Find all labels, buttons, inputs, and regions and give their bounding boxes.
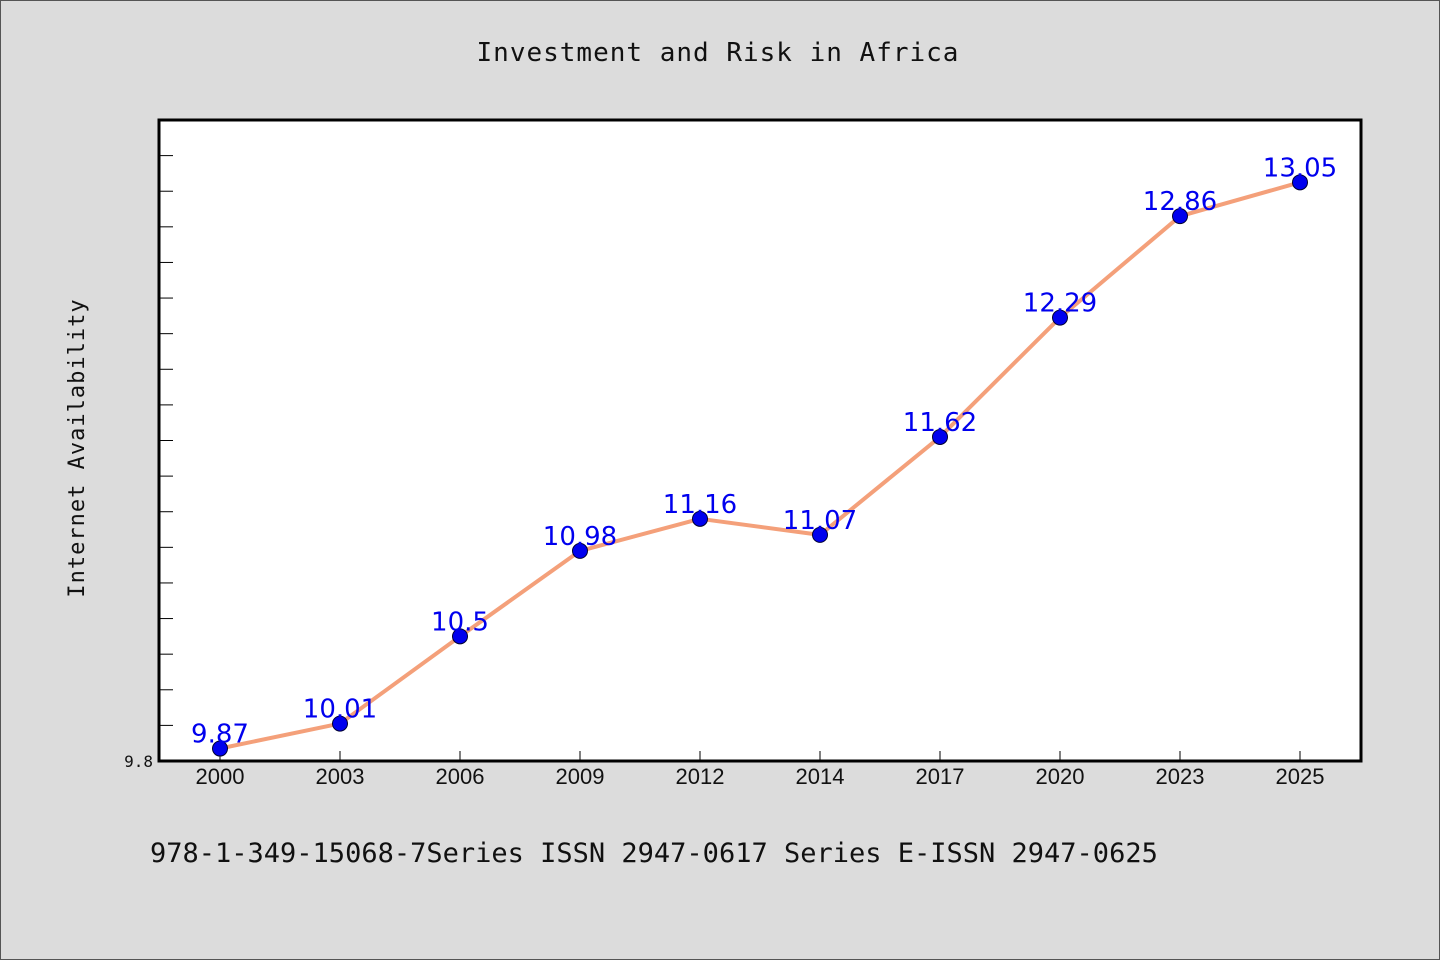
data-point: [812, 526, 828, 543]
y-axis-label: Internet Availability: [65, 298, 90, 597]
x-tick-label: 2000: [196, 764, 245, 789]
data-label: 13.05: [1263, 153, 1337, 183]
x-tick-label: 2003: [316, 764, 365, 789]
data-label: 12.29: [1023, 289, 1097, 319]
data-label: 11.62: [903, 408, 977, 438]
series-line: [218, 180, 1302, 751]
data-label: 11.16: [663, 490, 737, 520]
x-tick-label: 2020: [1036, 764, 1085, 789]
data-markers: [212, 174, 1308, 757]
data-label: 10.01: [303, 695, 377, 725]
plot-area: [157, 118, 1363, 763]
x-axis-tick-labels: 2000 2003 2006 2009 2012 2014 2017 2020 2023 2025: [196, 764, 1325, 789]
x-tick-label: 2025: [1276, 764, 1325, 789]
chart-title: Investment and Risk in Africa: [477, 38, 960, 68]
data-label: 10.98: [543, 522, 617, 552]
data-labels: 9.87 10.01 10.5 10.98 11.16 11.07 11.62 12.29 12…: [191, 153, 1337, 749]
y-tick-label: 9.8: [124, 752, 153, 771]
data-point: [572, 542, 588, 559]
data-point: [692, 510, 708, 527]
data-point: [932, 428, 948, 445]
footer-text: 978-1-349-15068-7Series ISSN 2947-0617 S…: [150, 838, 1158, 869]
data-point: [332, 715, 348, 732]
data-label: 11.07: [783, 506, 857, 536]
data-label: 12.86: [1143, 187, 1217, 217]
x-tick-label: 2017: [916, 764, 965, 789]
data-point: [1052, 309, 1068, 326]
data-label: 9.87: [191, 720, 249, 750]
data-point: [212, 740, 228, 757]
data-point: [1292, 174, 1308, 191]
data-point: [452, 628, 468, 645]
x-tick-label: 2014: [796, 764, 845, 789]
x-axis-ticks: [219, 751, 1301, 761]
data-point: [1172, 208, 1188, 225]
data-label: 10.5: [431, 607, 489, 637]
y-axis-ticks: [159, 119, 173, 762]
x-tick-label: 2009: [556, 764, 605, 789]
x-tick-label: 2006: [436, 764, 485, 789]
x-tick-label: 2012: [676, 764, 725, 789]
x-tick-label: 2023: [1156, 764, 1205, 789]
